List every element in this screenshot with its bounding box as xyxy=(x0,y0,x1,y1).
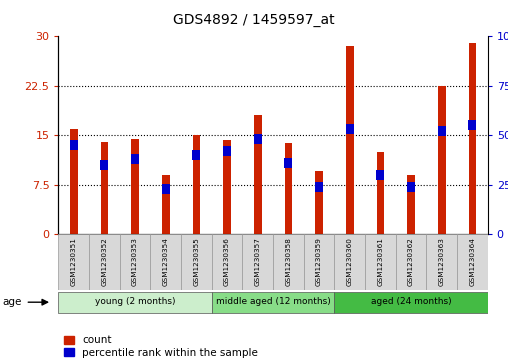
Text: GSM1230354: GSM1230354 xyxy=(163,237,169,286)
FancyBboxPatch shape xyxy=(58,291,212,313)
Bar xyxy=(253,134,262,144)
Bar xyxy=(223,146,231,156)
Text: GSM1230359: GSM1230359 xyxy=(316,237,322,286)
FancyBboxPatch shape xyxy=(457,234,488,290)
Bar xyxy=(407,175,415,234)
Bar xyxy=(468,121,477,130)
Text: age: age xyxy=(3,297,22,307)
FancyBboxPatch shape xyxy=(120,234,150,290)
FancyBboxPatch shape xyxy=(181,234,212,290)
Bar xyxy=(468,43,476,234)
Text: aged (24 months): aged (24 months) xyxy=(371,297,451,306)
Text: GDS4892 / 1459597_at: GDS4892 / 1459597_at xyxy=(173,13,335,27)
Bar xyxy=(284,143,292,234)
FancyBboxPatch shape xyxy=(334,234,365,290)
Bar xyxy=(315,182,323,192)
FancyBboxPatch shape xyxy=(273,234,304,290)
FancyBboxPatch shape xyxy=(426,234,457,290)
Bar xyxy=(254,115,262,234)
Text: GSM1230355: GSM1230355 xyxy=(194,237,200,286)
FancyBboxPatch shape xyxy=(365,234,396,290)
Bar xyxy=(376,170,385,180)
Text: GSM1230357: GSM1230357 xyxy=(255,237,261,286)
Legend: count, percentile rank within the sample: count, percentile rank within the sample xyxy=(64,335,258,358)
Bar xyxy=(101,142,108,234)
Bar xyxy=(70,140,78,150)
Bar xyxy=(438,126,446,136)
Text: GSM1230362: GSM1230362 xyxy=(408,237,414,286)
Text: GSM1230363: GSM1230363 xyxy=(439,237,444,286)
Text: GSM1230352: GSM1230352 xyxy=(102,237,107,286)
Text: young (2 months): young (2 months) xyxy=(95,297,175,306)
FancyBboxPatch shape xyxy=(89,234,120,290)
FancyBboxPatch shape xyxy=(212,291,334,313)
Bar xyxy=(193,150,201,160)
Bar xyxy=(131,154,139,164)
FancyBboxPatch shape xyxy=(212,234,242,290)
FancyBboxPatch shape xyxy=(334,291,488,313)
Bar xyxy=(131,139,139,234)
FancyBboxPatch shape xyxy=(58,234,89,290)
Bar xyxy=(70,129,78,234)
Text: GSM1230351: GSM1230351 xyxy=(71,237,77,286)
Bar xyxy=(345,125,354,134)
Text: GSM1230358: GSM1230358 xyxy=(285,237,292,286)
Bar xyxy=(162,175,170,234)
Bar xyxy=(346,46,354,234)
Text: GSM1230360: GSM1230360 xyxy=(346,237,353,286)
Bar xyxy=(407,182,415,192)
Bar xyxy=(223,140,231,234)
Bar xyxy=(315,171,323,234)
Bar xyxy=(376,152,384,234)
Text: GSM1230364: GSM1230364 xyxy=(469,237,475,286)
Bar xyxy=(438,86,446,234)
FancyBboxPatch shape xyxy=(242,234,273,290)
Bar xyxy=(101,160,108,170)
Text: GSM1230353: GSM1230353 xyxy=(132,237,138,286)
FancyBboxPatch shape xyxy=(396,234,426,290)
Bar xyxy=(162,184,170,193)
Text: middle aged (12 months): middle aged (12 months) xyxy=(216,297,330,306)
Text: GSM1230356: GSM1230356 xyxy=(224,237,230,286)
FancyBboxPatch shape xyxy=(304,234,334,290)
Bar xyxy=(193,135,200,234)
Text: GSM1230361: GSM1230361 xyxy=(377,237,384,286)
FancyBboxPatch shape xyxy=(150,234,181,290)
Bar xyxy=(284,158,293,168)
